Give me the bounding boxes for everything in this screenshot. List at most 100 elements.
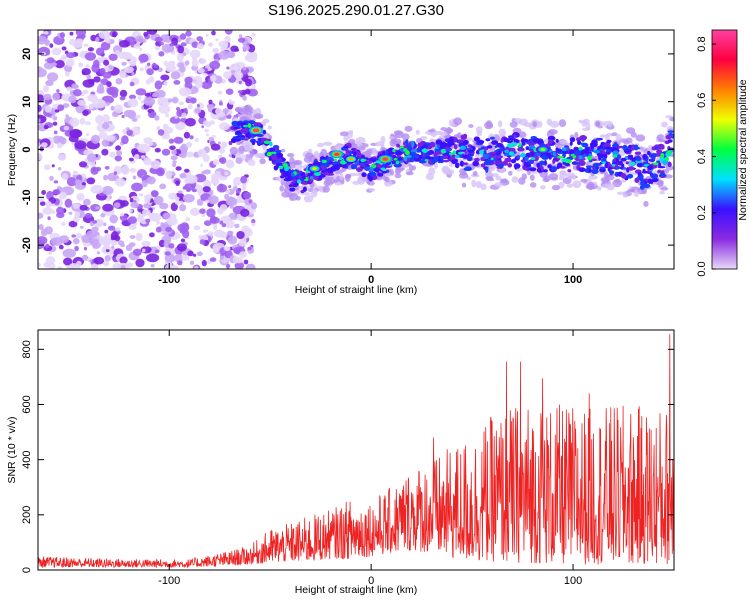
band-spot bbox=[380, 167, 386, 171]
noise-speckle bbox=[53, 116, 58, 121]
band-spot bbox=[301, 175, 306, 180]
noise-speckle bbox=[63, 126, 70, 131]
noise-speckle bbox=[191, 55, 197, 61]
noise-speckle bbox=[189, 260, 195, 265]
noise-speckle bbox=[58, 191, 67, 200]
band-core bbox=[542, 169, 548, 173]
band-halo bbox=[389, 136, 395, 140]
band-halo bbox=[293, 159, 303, 166]
noise-speckle bbox=[72, 174, 78, 178]
x-tick-label: 0 bbox=[368, 575, 374, 587]
noise-speckle bbox=[205, 199, 209, 204]
noise-speckle bbox=[224, 35, 231, 43]
band-halo bbox=[287, 153, 295, 158]
colorbar: 0.0 0.2 0.4 0.6 0.8 Normalized spectral ampl… bbox=[696, 29, 749, 277]
band-spot bbox=[570, 153, 575, 157]
noise-speckle bbox=[39, 146, 44, 152]
noise-speckle bbox=[225, 196, 238, 207]
noise-speckle bbox=[43, 261, 51, 268]
band-core bbox=[579, 135, 587, 141]
noise-speckle bbox=[223, 71, 232, 79]
band-halo bbox=[599, 134, 607, 138]
noise-speckle bbox=[103, 240, 111, 247]
band-halo bbox=[582, 118, 590, 125]
noise-speckle bbox=[247, 246, 252, 251]
heatmap-y-ticks: -20 -10 0 10 20 bbox=[21, 48, 674, 253]
noise-speckle bbox=[163, 212, 170, 219]
band-core bbox=[650, 173, 659, 179]
noise-speckle bbox=[102, 121, 110, 130]
noise-speckle bbox=[90, 263, 99, 269]
band-halo bbox=[394, 131, 404, 139]
noise-speckle bbox=[129, 235, 136, 239]
noise-speckle bbox=[128, 157, 134, 162]
band-halo bbox=[303, 195, 314, 203]
noise-speckle bbox=[114, 155, 123, 162]
noise-speckle bbox=[250, 202, 258, 210]
band-spot bbox=[275, 159, 282, 164]
band-core bbox=[593, 162, 601, 167]
band-halo bbox=[369, 188, 376, 192]
noise-speckle bbox=[129, 94, 136, 100]
noise-speckle bbox=[164, 33, 173, 43]
noise-speckle bbox=[40, 228, 48, 237]
noise-speckle bbox=[187, 103, 193, 110]
noise-speckle bbox=[186, 151, 194, 158]
noise-speckle bbox=[221, 223, 227, 228]
noise-speckle bbox=[235, 189, 241, 194]
noise-speckle bbox=[126, 129, 133, 136]
noise-speckle bbox=[106, 101, 111, 105]
noise-speckle bbox=[79, 117, 86, 125]
band-spot bbox=[530, 157, 536, 161]
noise-speckle bbox=[53, 130, 58, 135]
noise-speckle bbox=[81, 182, 86, 186]
noise-speckle bbox=[92, 220, 98, 224]
noise-speckle bbox=[101, 139, 110, 147]
noise-speckle bbox=[135, 258, 145, 268]
noise-speckle bbox=[240, 208, 250, 217]
noise-speckle bbox=[43, 124, 49, 130]
band-spot bbox=[247, 123, 252, 129]
noise-speckle bbox=[38, 35, 47, 45]
band-core bbox=[463, 162, 468, 165]
noise-speckle bbox=[120, 200, 129, 207]
noise-speckle bbox=[43, 31, 49, 35]
noise-speckle bbox=[104, 255, 112, 262]
noise-speckle bbox=[201, 213, 206, 218]
band-core bbox=[667, 139, 673, 143]
chart-title: S196.2025.290.01.27.G30 bbox=[268, 2, 444, 19]
noise-speckle bbox=[138, 193, 144, 197]
band-halo bbox=[511, 176, 519, 183]
noise-speckle bbox=[93, 76, 101, 83]
band-core bbox=[236, 122, 242, 125]
noise-speckle bbox=[93, 256, 105, 265]
noise-speckle bbox=[85, 64, 90, 68]
noise-speckle bbox=[251, 218, 256, 224]
noise-speckle bbox=[40, 142, 48, 148]
band-halo bbox=[616, 191, 626, 195]
band-core bbox=[361, 172, 367, 178]
band-halo bbox=[559, 140, 568, 145]
noise-speckle bbox=[178, 101, 185, 106]
noise-speckle bbox=[154, 36, 163, 43]
noise-speckle bbox=[146, 253, 160, 263]
noise-speckle bbox=[90, 184, 104, 194]
noise-speckle bbox=[234, 69, 244, 80]
band-halo bbox=[394, 173, 402, 179]
band-core bbox=[575, 161, 580, 165]
noise-speckle bbox=[180, 33, 187, 40]
noise-speckle bbox=[156, 126, 161, 130]
noise-speckle bbox=[177, 45, 185, 54]
band-halo bbox=[623, 140, 630, 145]
band-core bbox=[351, 148, 355, 151]
noise-speckle bbox=[139, 47, 143, 51]
band-halo bbox=[587, 182, 595, 190]
band-core bbox=[313, 175, 319, 181]
noise-speckle bbox=[172, 162, 177, 168]
noise-speckle bbox=[187, 250, 194, 257]
noise-speckle bbox=[119, 256, 128, 264]
noise-speckle bbox=[175, 166, 182, 171]
noise-speckle bbox=[216, 183, 228, 193]
noise-speckle bbox=[177, 260, 183, 266]
band-halo bbox=[380, 136, 386, 144]
